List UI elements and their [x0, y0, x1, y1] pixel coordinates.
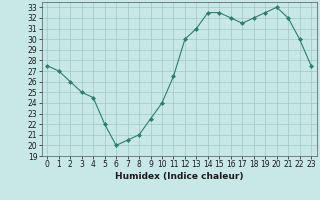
X-axis label: Humidex (Indice chaleur): Humidex (Indice chaleur) [115, 172, 244, 181]
